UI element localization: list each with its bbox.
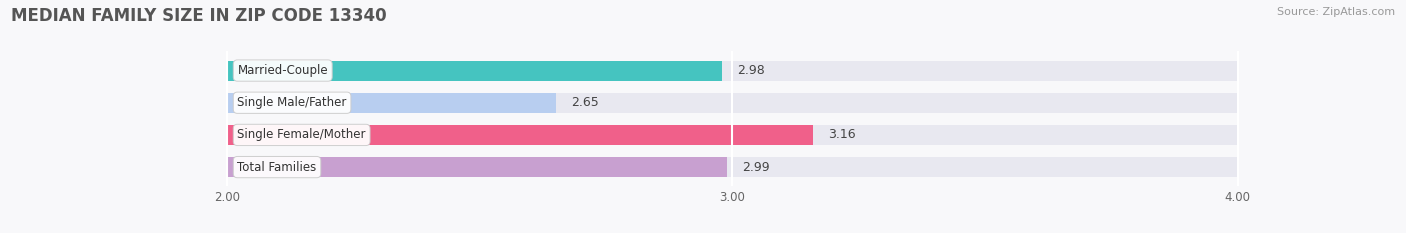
Bar [228,93,1237,113]
Text: 2.99: 2.99 [742,161,770,174]
Text: MEDIAN FAMILY SIZE IN ZIP CODE 13340: MEDIAN FAMILY SIZE IN ZIP CODE 13340 [11,7,387,25]
Text: 3.16: 3.16 [828,128,856,141]
Text: Single Male/Father: Single Male/Father [238,96,347,109]
Text: 2.98: 2.98 [738,64,765,77]
Bar [228,157,1237,177]
Text: Single Female/Mother: Single Female/Mother [238,128,366,141]
Bar [228,61,723,81]
Text: Total Families: Total Families [238,161,316,174]
Text: 2.65: 2.65 [571,96,599,109]
Bar [228,157,727,177]
Bar [228,125,813,145]
Bar [228,125,1237,145]
Text: Married-Couple: Married-Couple [238,64,328,77]
Bar [228,61,1237,81]
Text: Source: ZipAtlas.com: Source: ZipAtlas.com [1277,7,1395,17]
Bar [228,93,555,113]
